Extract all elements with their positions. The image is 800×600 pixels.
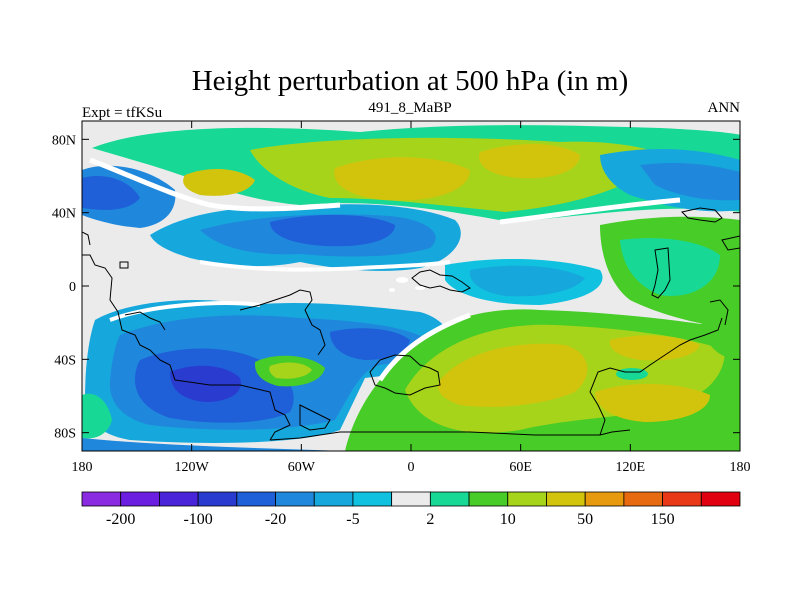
colorbar-label: -5 [346, 511, 359, 528]
y-tick-label: 40S [54, 353, 76, 368]
x-axis: 180 120W 60W 0 60E 120E 180 [72, 121, 751, 475]
coastline-africa [369, 354, 441, 396]
coastline-antarctica [355, 317, 723, 436]
white-band-north [89, 157, 341, 212]
small-island [389, 288, 395, 292]
colorbar-swatch [159, 491, 199, 507]
coastline-south-strip [269, 431, 355, 441]
expt-label: Expt = tfKSu [82, 105, 163, 121]
colorbar-label: -200 [106, 511, 135, 528]
field-south-pocket-lime [269, 362, 312, 379]
colorbar-swatch [197, 491, 238, 507]
field-north-gold-1 [334, 157, 470, 201]
y-axis: 80N 40N 0 40S 80S [52, 133, 740, 442]
colorbar-swatch [236, 491, 276, 507]
coastline-east-pacific [721, 235, 740, 251]
white-band-south [377, 312, 471, 382]
x-tick-label: 180 [72, 460, 93, 475]
coastline-americas-central [124, 311, 166, 331]
x-tick-label: 60E [509, 460, 532, 475]
y-tick-label: 0 [69, 280, 76, 295]
coastline-southeast-contour [709, 299, 729, 326]
run-label: 491_8_MaBP [368, 100, 451, 116]
colorbar-swatch [700, 491, 741, 507]
x-tick-label: 120E [616, 460, 646, 475]
field-southeast-gold-2 [595, 384, 710, 422]
white-band-tropics [199, 260, 451, 272]
colorbar: -200 -100 -20 -5 2 10 50 150 [81, 491, 741, 528]
y-tick-label: 80S [54, 427, 76, 442]
field-west-dark-blue [82, 176, 140, 210]
coastline-east-siberia [681, 207, 723, 223]
colorbar-swatch [468, 491, 509, 507]
colorbar-label: 50 [577, 511, 593, 528]
colorbar-swatch [120, 491, 160, 507]
field-southeast-gold-3 [609, 335, 700, 361]
field-small-lobe [616, 368, 648, 380]
y-tick-label: 40N [52, 207, 76, 222]
field-far-south-strip [82, 438, 345, 451]
field-equator-blue [469, 265, 585, 297]
x-tick-label: 180 [730, 460, 751, 475]
colorbar-swatch [429, 491, 470, 507]
coastline-africa-south [599, 429, 631, 436]
field-far-east-green [699, 298, 740, 360]
x-tick-label: 0 [408, 460, 415, 475]
coastline-small-island [119, 261, 129, 269]
field-south-mid-blue [330, 328, 410, 360]
coastline-outlines [82, 207, 740, 441]
colorbar-swatch [584, 491, 625, 507]
colorbar-swatch [275, 491, 315, 507]
field-northeast-dark-blue [640, 162, 740, 201]
small-islands [389, 277, 425, 292]
coastline-americas-coast [239, 289, 326, 356]
colorbar-swatch [662, 491, 702, 507]
colorbar-swatch [623, 491, 663, 507]
season-label: ANN [708, 100, 741, 116]
field-tropics-dark-blue [270, 214, 395, 247]
x-tick-label: 120W [175, 460, 210, 475]
field-north-gold-3 [183, 168, 255, 196]
colorbar-label: 2 [426, 511, 434, 528]
coastline-americas-west [82, 254, 291, 441]
field-north-gold-2 [479, 144, 580, 179]
colorbar-label: 10 [500, 511, 516, 528]
y-tick-label: 80N [52, 133, 76, 148]
coastline-south-america [299, 404, 331, 431]
map-field [82, 121, 740, 451]
colorbar-swatch [391, 491, 431, 507]
field-southeast-gold-1 [438, 343, 588, 407]
small-island [396, 277, 408, 283]
field-southwest-teal [82, 393, 112, 439]
small-island [415, 286, 425, 290]
x-tick-label: 60W [288, 460, 316, 475]
coastline-arabia [411, 269, 471, 293]
colorbar-swatch [313, 491, 354, 507]
colorbar-swatch [546, 491, 586, 507]
colorbar-label: 150 [651, 511, 675, 528]
coastline-west-edge [82, 231, 91, 246]
colorbar-label: -20 [265, 511, 286, 528]
white-band-northeast [499, 197, 681, 225]
colorbar-label: -100 [183, 511, 212, 528]
coastline-east-asia [651, 247, 671, 299]
field-east-teal [620, 238, 720, 296]
colorbar-swatch [507, 491, 547, 507]
chart-title: Height perturbation at 500 hPa (in m) [192, 65, 629, 97]
colorbar-swatch [352, 491, 393, 507]
colorbar-swatch [81, 491, 122, 507]
